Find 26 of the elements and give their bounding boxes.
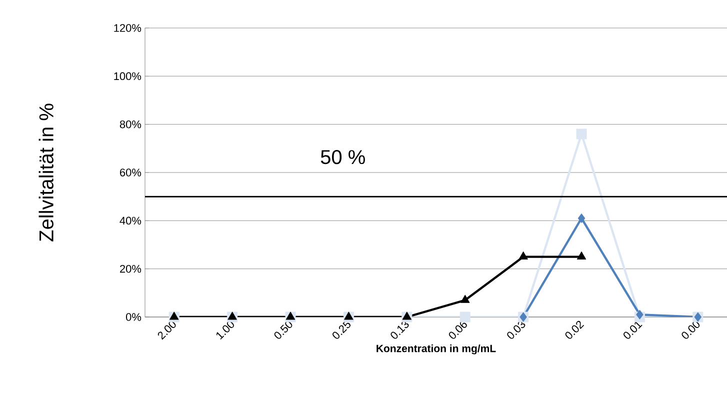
- y-axis-title: Zellvitalität in %: [38, 104, 54, 242]
- point: [460, 312, 470, 322]
- point: [228, 312, 237, 320]
- x-tick-label: 0.02: [565, 320, 584, 339]
- point: [518, 252, 528, 260]
- y-tick-label: 20%: [120, 264, 142, 273]
- x-axis-title: Konzentration in mg/mL: [376, 344, 496, 354]
- x-tick-label: 0.06: [448, 320, 467, 339]
- x-tick-label: 0.25: [332, 320, 350, 339]
- point: [344, 312, 354, 320]
- y-tick-label: 80%: [120, 120, 142, 128]
- point: [576, 252, 586, 260]
- point: [460, 294, 470, 303]
- point: [402, 312, 412, 320]
- point: [578, 214, 586, 224]
- y-tick-label: 40%: [120, 216, 142, 225]
- y-tick-label: 120%: [114, 24, 142, 32]
- point: [170, 312, 179, 320]
- y-tick-label: 60%: [120, 168, 142, 176]
- x-tick-label: 0.01: [624, 321, 642, 339]
- point: [286, 312, 296, 320]
- y-tick-label: 100%: [114, 72, 142, 80]
- point: [576, 128, 587, 140]
- y-tick-label: 0%: [126, 313, 142, 321]
- ref-line-label: 50 %: [320, 150, 365, 164]
- point: [636, 310, 644, 320]
